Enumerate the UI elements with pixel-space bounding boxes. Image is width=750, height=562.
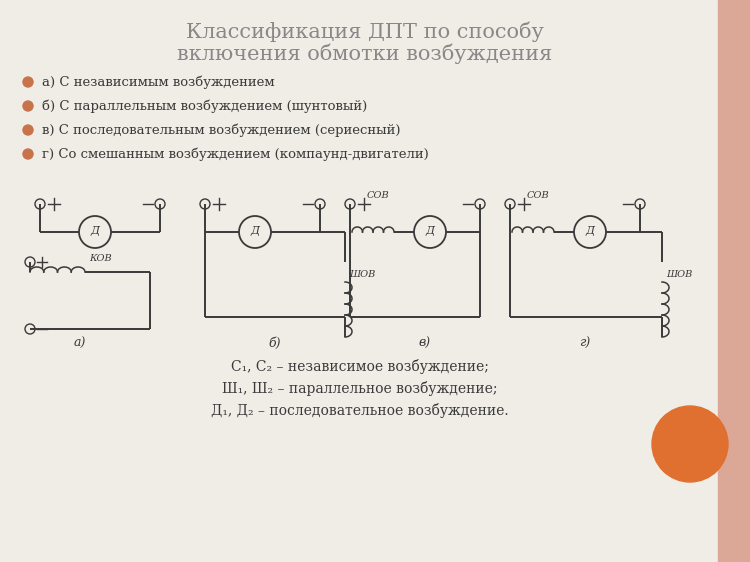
Text: б) С параллельным возбуждением (шунтовый): б) С параллельным возбуждением (шунтовый…: [42, 99, 368, 113]
Bar: [718, 0, 750, 562]
Text: Д: Д: [586, 226, 595, 236]
Text: б): б): [268, 337, 281, 350]
Text: Классификация ДПТ по способу: Классификация ДПТ по способу: [186, 22, 544, 43]
Text: Ш₁, Ш₂ – параллельное возбуждение;: Ш₁, Ш₂ – параллельное возбуждение;: [222, 382, 498, 397]
Text: СОВ: СОВ: [367, 191, 389, 200]
Text: С₁, С₂ – независимое возбуждение;: С₁, С₂ – независимое возбуждение;: [231, 360, 489, 374]
Text: а) С независимым возбуждением: а) С независимым возбуждением: [42, 75, 274, 89]
Text: в) С последовательным возбуждением (сериесный): в) С последовательным возбуждением (сери…: [42, 123, 400, 137]
Circle shape: [23, 77, 33, 87]
Text: включения обмотки возбуждения: включения обмотки возбуждения: [177, 44, 553, 65]
Text: г): г): [579, 337, 591, 350]
Text: Д: Д: [91, 226, 100, 236]
Text: Д: Д: [425, 226, 434, 236]
Text: Д₁, Д₂ – последовательное возбуждение.: Д₁, Д₂ – последовательное возбуждение.: [211, 404, 508, 419]
Text: ШОВ: ШОВ: [349, 270, 375, 279]
Circle shape: [23, 149, 33, 159]
Text: СОВ: СОВ: [526, 191, 549, 200]
Text: а): а): [74, 337, 86, 350]
Circle shape: [23, 101, 33, 111]
Text: в): в): [419, 337, 431, 350]
Text: г) Со смешанным возбуждением (компаунд-двигатели): г) Со смешанным возбуждением (компаунд-д…: [42, 147, 429, 161]
Circle shape: [23, 125, 33, 135]
Text: Д: Д: [251, 226, 260, 236]
Text: ШОВ: ШОВ: [666, 270, 692, 279]
Text: КОВ: КОВ: [88, 254, 111, 263]
Circle shape: [652, 406, 728, 482]
